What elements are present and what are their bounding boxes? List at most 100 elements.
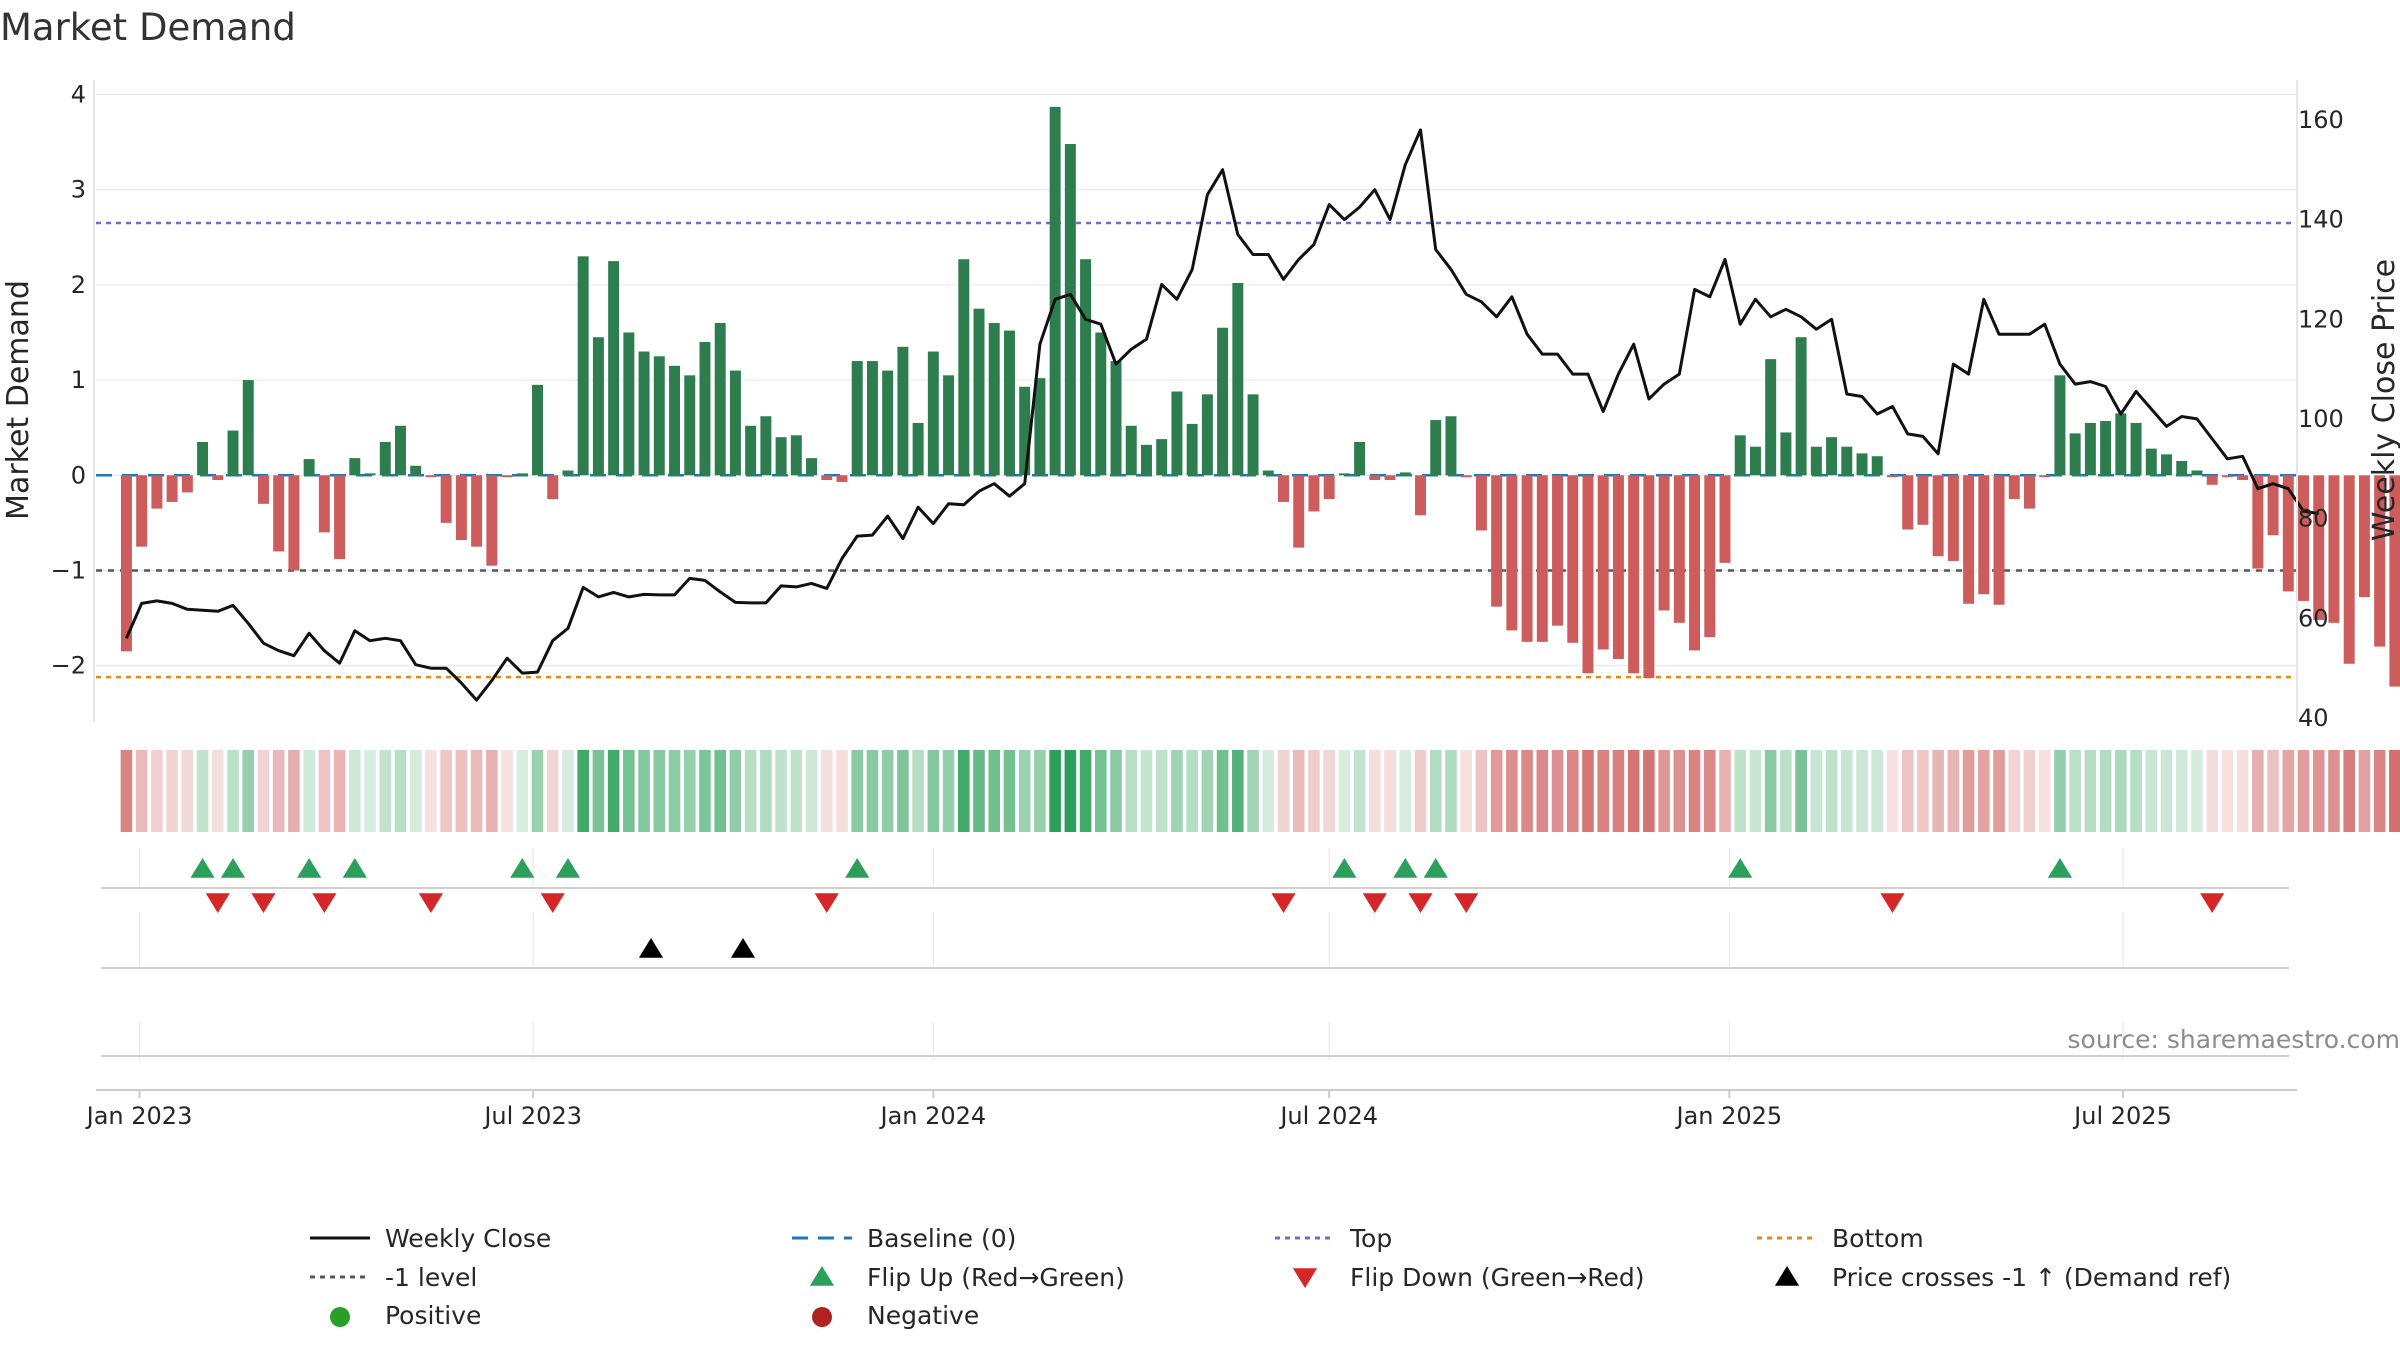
demand-bar	[1491, 475, 1503, 607]
heat-cell	[1095, 750, 1107, 832]
demand-bar	[2145, 448, 2157, 476]
flip-up-marker	[2047, 858, 2073, 878]
heat-cell	[1780, 750, 1792, 832]
legend: Weekly Close Baseline (0) Top Bottom -1 leve…	[310, 1224, 2231, 1330]
heat-cell	[272, 750, 285, 832]
demand-bar	[1871, 456, 1883, 476]
demand-bar	[318, 475, 330, 533]
demand-bar	[532, 384, 543, 476]
heat-cell	[409, 750, 422, 832]
heat-cell	[1673, 750, 1686, 832]
flip-up-marker	[1393, 858, 1418, 878]
heat-cell	[394, 750, 407, 832]
heat-cell	[2069, 750, 2081, 832]
demand-bar	[1278, 475, 1289, 502]
demand-bar	[1415, 475, 1426, 516]
heat-cell	[1262, 750, 1275, 832]
heat-cell	[1323, 750, 1335, 832]
heat-cell	[1643, 750, 1655, 832]
heat-cell	[1186, 750, 1198, 832]
demand-bar	[2313, 475, 2325, 620]
demand-bar	[1064, 144, 1076, 476]
demand-bar	[1795, 337, 1807, 476]
flip-up-marker	[220, 858, 246, 878]
demand-bar	[1171, 391, 1183, 476]
flip-up-marker	[1423, 858, 1448, 878]
flip-down-marker	[1408, 893, 1433, 913]
heat-cell	[455, 750, 468, 832]
demand-bar	[1217, 327, 1229, 476]
heat-cell	[1232, 750, 1244, 832]
demand-bar	[2237, 475, 2249, 481]
demand-bar	[227, 430, 239, 476]
demand-bar	[1156, 439, 1168, 476]
demand-bar	[1810, 446, 1822, 476]
demand-bar	[1536, 475, 1548, 642]
heat-cell	[1627, 750, 1640, 832]
legend-negative-label: Negative	[867, 1301, 979, 1330]
flip-down-marker	[251, 893, 276, 913]
heat-cell	[653, 750, 666, 832]
demand-bar	[623, 332, 635, 476]
heat-cell	[227, 750, 239, 832]
demand-bar	[912, 422, 924, 476]
flip-down-marker	[1362, 893, 1387, 913]
heat-cell	[2221, 750, 2234, 832]
heat-cell	[851, 750, 864, 832]
demand-bar	[2024, 475, 2035, 509]
heat-cell	[470, 750, 483, 832]
demand-bar	[973, 308, 985, 476]
heat-cell	[1247, 750, 1259, 832]
demand-bar	[379, 441, 391, 476]
heat-cell	[1871, 750, 1884, 832]
heat-cell	[2175, 750, 2188, 832]
heat-cell	[1445, 750, 1457, 832]
heat-cell	[2084, 750, 2097, 832]
demand-bar	[1734, 435, 1746, 476]
flip-down-marker	[540, 893, 565, 913]
legend-positive-swatch	[330, 1307, 350, 1327]
heat-cell	[942, 750, 955, 832]
demand-bar	[1506, 475, 1518, 631]
heat-cell	[1460, 750, 1472, 832]
heat-cell	[881, 750, 894, 832]
heat-cell	[2160, 750, 2173, 832]
demand-bar	[1445, 416, 1457, 476]
demand-bar	[1947, 475, 1959, 561]
heat-cell	[866, 750, 879, 832]
heat-cell	[1932, 750, 1944, 832]
heat-cell	[1338, 750, 1351, 832]
y2-tick-label: 60	[2298, 604, 2329, 632]
demand-bar	[364, 473, 376, 476]
demand-bar	[1841, 446, 1853, 476]
heat-cell	[912, 750, 924, 832]
demand-bar	[562, 470, 574, 476]
heat-cell	[1429, 750, 1442, 832]
demand-bar	[2039, 475, 2051, 478]
demand-bar	[1765, 359, 1777, 476]
demand-bar	[1673, 475, 1685, 623]
x-tick-label: Jul 2025	[2072, 1102, 2172, 1130]
y2-tick-label: 40	[2298, 704, 2329, 732]
demand-bar	[1003, 330, 1015, 476]
heat-cell	[1018, 750, 1031, 832]
demand-bar	[1719, 475, 1731, 563]
heat-cell	[1521, 750, 1533, 832]
heat-cell	[1049, 750, 1061, 832]
weekly-close-line	[125, 128, 2319, 702]
heat-cell	[2206, 750, 2218, 832]
heat-cell	[2038, 750, 2051, 832]
heat-cell	[2023, 750, 2036, 832]
chart-title: Market Demand	[0, 6, 296, 49]
heat-cell	[1064, 750, 1077, 832]
heat-cell	[349, 750, 361, 832]
heat-cell	[1201, 750, 1214, 832]
heat-cell	[1947, 750, 1960, 832]
heat-cell	[196, 750, 209, 832]
flip-down-marker	[1880, 893, 1905, 913]
x-tick-label: Jul 2023	[482, 1102, 582, 1130]
demand-bar	[1856, 453, 1868, 476]
demand-bar	[1826, 437, 1838, 476]
demand-bar	[2328, 475, 2340, 623]
heat-cell	[1369, 750, 1381, 832]
